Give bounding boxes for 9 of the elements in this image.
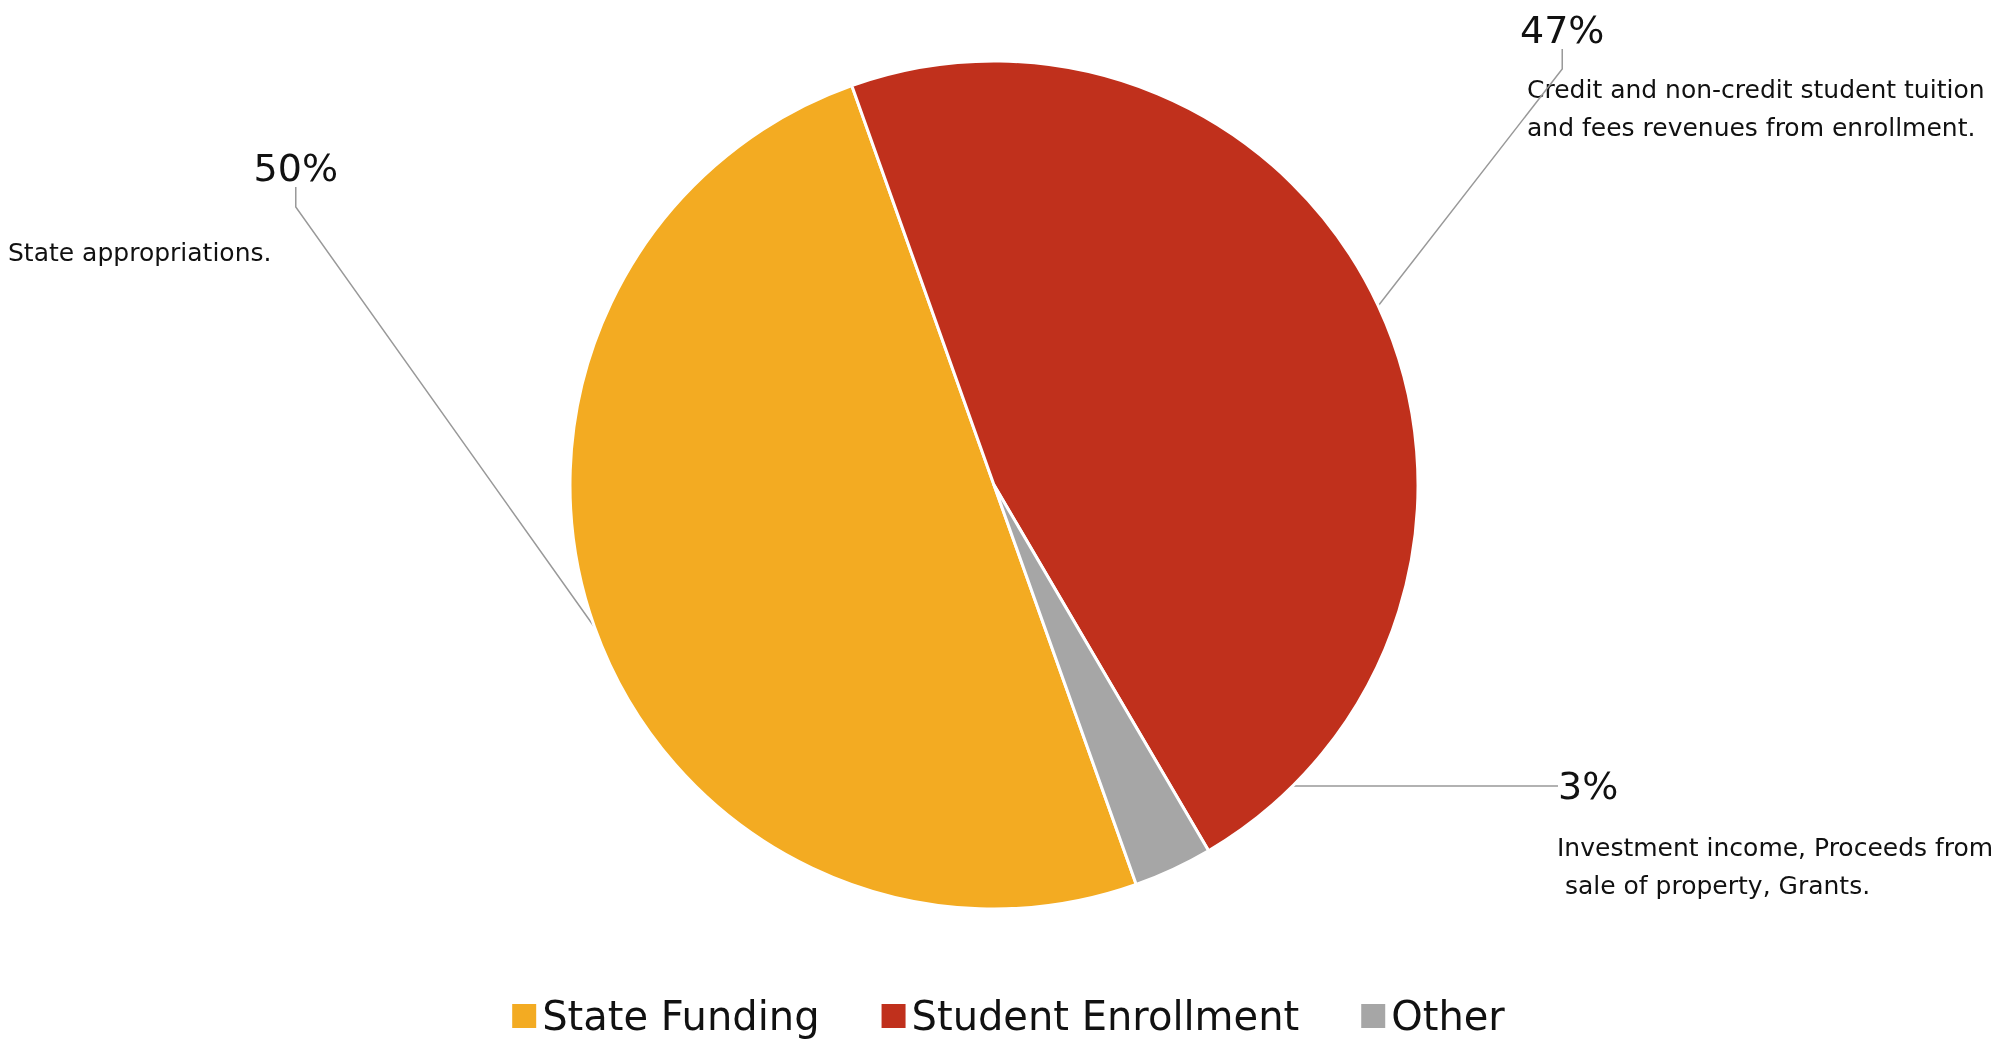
text: Credit and non-credit student tuition and fees revenues from enrollment. [1527, 74, 1993, 142]
data-label: 47% [1520, 8, 1605, 52]
text: Investment income, Proceeds from sale of property, Grants. [1557, 832, 1994, 900]
legend-label: Other [1391, 993, 1506, 1039]
data-label: 3% [1558, 764, 1619, 808]
legend-label: State Funding [542, 993, 820, 1039]
data-label: 50% [253, 146, 338, 190]
text: State appropriations. [8, 237, 272, 267]
legend-label: Student Enrollment [911, 993, 1300, 1039]
